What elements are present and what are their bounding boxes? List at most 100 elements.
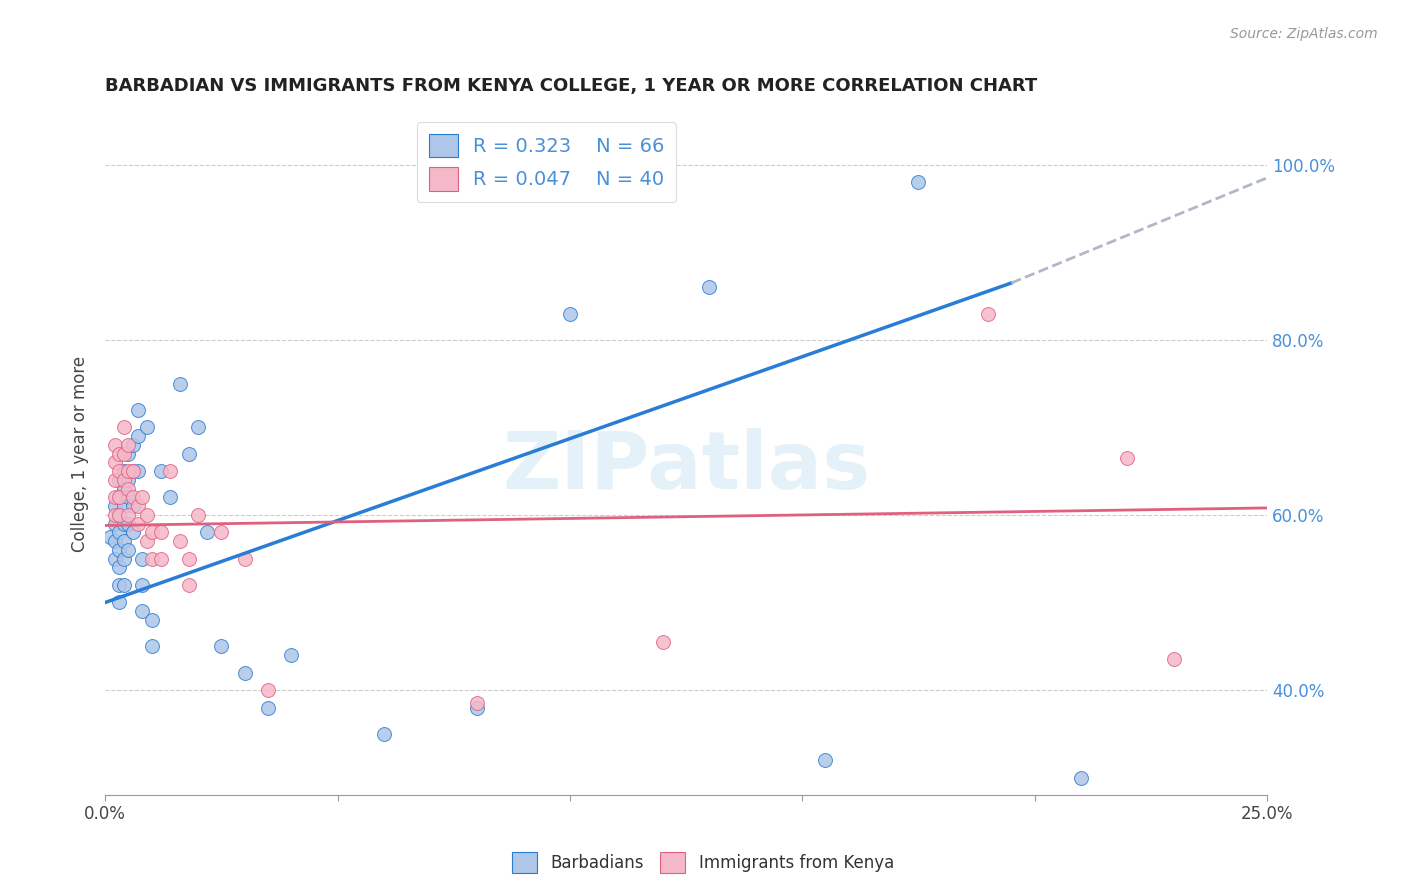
Point xyxy=(233,665,256,680)
Point xyxy=(177,551,200,566)
Y-axis label: College, 1 year or more: College, 1 year or more xyxy=(72,356,89,552)
Point xyxy=(108,464,131,478)
Point xyxy=(122,525,145,540)
Point xyxy=(117,447,139,461)
Point xyxy=(187,420,209,434)
Point xyxy=(141,639,163,653)
Point xyxy=(117,491,139,505)
Point xyxy=(141,613,163,627)
Point xyxy=(103,516,125,531)
Point xyxy=(131,491,153,505)
Point xyxy=(233,551,256,566)
Point xyxy=(159,491,181,505)
Point xyxy=(103,473,125,487)
Point xyxy=(122,464,145,478)
Point xyxy=(98,530,121,544)
Point xyxy=(1070,771,1092,785)
Point xyxy=(257,683,280,698)
Point xyxy=(108,508,131,522)
Point xyxy=(103,508,125,522)
Point xyxy=(103,491,125,505)
Point xyxy=(149,525,172,540)
Point xyxy=(112,516,135,531)
Point xyxy=(112,447,135,461)
Point xyxy=(136,534,159,549)
Point xyxy=(112,578,135,592)
Point xyxy=(112,551,135,566)
Text: BARBADIAN VS IMMIGRANTS FROM KENYA COLLEGE, 1 YEAR OR MORE CORRELATION CHART: BARBADIAN VS IMMIGRANTS FROM KENYA COLLE… xyxy=(105,78,1038,95)
Point xyxy=(127,499,149,513)
Point xyxy=(177,578,200,592)
Point xyxy=(187,508,209,522)
Text: Source: ZipAtlas.com: Source: ZipAtlas.com xyxy=(1230,27,1378,41)
Point xyxy=(127,403,149,417)
Point xyxy=(112,482,135,496)
Point xyxy=(108,508,131,522)
Point xyxy=(103,499,125,513)
Point xyxy=(149,551,172,566)
Point xyxy=(117,482,139,496)
Point xyxy=(373,727,395,741)
Point xyxy=(103,438,125,452)
Point xyxy=(141,525,163,540)
Point xyxy=(112,473,135,487)
Point xyxy=(651,635,673,649)
Legend: Barbadians, Immigrants from Kenya: Barbadians, Immigrants from Kenya xyxy=(505,846,901,880)
Point xyxy=(112,499,135,513)
Point xyxy=(465,700,488,714)
Point xyxy=(122,491,145,505)
Point xyxy=(257,700,280,714)
Point xyxy=(131,604,153,618)
Point xyxy=(108,491,131,505)
Point xyxy=(108,560,131,574)
Point xyxy=(108,447,131,461)
Point xyxy=(197,525,219,540)
Point xyxy=(122,499,145,513)
Point xyxy=(814,753,837,767)
Point xyxy=(149,464,172,478)
Point xyxy=(108,578,131,592)
Point xyxy=(117,438,139,452)
Point xyxy=(977,307,1000,321)
Point xyxy=(558,307,581,321)
Point xyxy=(122,438,145,452)
Point xyxy=(117,543,139,558)
Point xyxy=(141,551,163,566)
Point xyxy=(280,648,302,662)
Point xyxy=(103,551,125,566)
Point xyxy=(136,508,159,522)
Point xyxy=(108,595,131,609)
Point xyxy=(127,464,149,478)
Point xyxy=(103,534,125,549)
Point xyxy=(108,491,131,505)
Point xyxy=(209,639,232,653)
Legend: R = 0.323    N = 66, R = 0.047    N = 40: R = 0.323 N = 66, R = 0.047 N = 40 xyxy=(418,122,676,202)
Point xyxy=(131,551,153,566)
Point xyxy=(117,473,139,487)
Point xyxy=(127,516,149,531)
Point xyxy=(122,464,145,478)
Point xyxy=(177,447,200,461)
Point xyxy=(697,280,720,294)
Point xyxy=(169,534,191,549)
Point xyxy=(1116,451,1139,466)
Point xyxy=(117,464,139,478)
Point xyxy=(112,534,135,549)
Point xyxy=(136,420,159,434)
Point xyxy=(159,464,181,478)
Point xyxy=(131,578,153,592)
Point xyxy=(465,696,488,710)
Point xyxy=(108,473,131,487)
Text: ZIPatlas: ZIPatlas xyxy=(502,428,870,507)
Point xyxy=(117,508,139,522)
Point xyxy=(112,420,135,434)
Point xyxy=(127,429,149,443)
Point xyxy=(907,175,929,189)
Point xyxy=(117,516,139,531)
Point xyxy=(1163,652,1185,666)
Point xyxy=(112,464,135,478)
Point xyxy=(108,525,131,540)
Point xyxy=(169,376,191,391)
Point xyxy=(103,455,125,469)
Point xyxy=(108,543,131,558)
